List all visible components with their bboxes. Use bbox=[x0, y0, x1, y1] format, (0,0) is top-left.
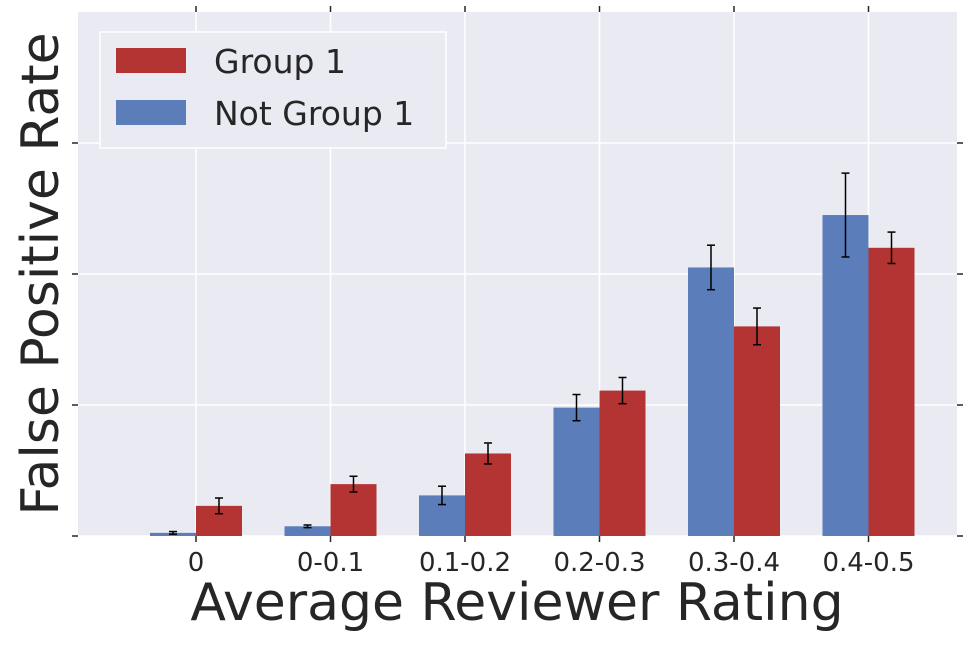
bar bbox=[284, 526, 331, 536]
bar bbox=[465, 453, 511, 536]
bar bbox=[553, 407, 600, 536]
bar bbox=[868, 247, 915, 537]
bar bbox=[599, 390, 646, 536]
bar bbox=[734, 326, 780, 536]
x-tick-label: 0.1-0.2 bbox=[419, 548, 511, 578]
legend-label: Group 1 bbox=[214, 42, 346, 81]
x-tick-label: 0-0.1 bbox=[297, 548, 364, 578]
x-tick-label: 0 bbox=[188, 548, 205, 578]
x-tick-labels: 0 0-0.1 0.1-0.2 0.2-0.3 0.3-0.4 0.4-0.5 bbox=[188, 548, 915, 578]
y-axis-title: False Positive Rate bbox=[11, 32, 71, 515]
legend-swatch bbox=[116, 100, 186, 125]
legend: Group 1 Not Group 1 bbox=[99, 31, 447, 149]
legend-label: Not Group 1 bbox=[214, 94, 414, 133]
x-tick-label: 0.4-0.5 bbox=[822, 548, 914, 578]
x-tick-label: 0.3-0.4 bbox=[688, 548, 780, 578]
legend-swatch bbox=[116, 48, 186, 73]
bar bbox=[822, 215, 869, 537]
bars bbox=[150, 215, 915, 537]
bar bbox=[330, 484, 377, 536]
x-tick-label: 0.2-0.3 bbox=[553, 548, 645, 578]
error-bars bbox=[169, 172, 896, 535]
x-axis-title: Average Reviewer Rating bbox=[190, 573, 843, 633]
bar bbox=[688, 267, 734, 536]
ticks bbox=[72, 6, 963, 542]
